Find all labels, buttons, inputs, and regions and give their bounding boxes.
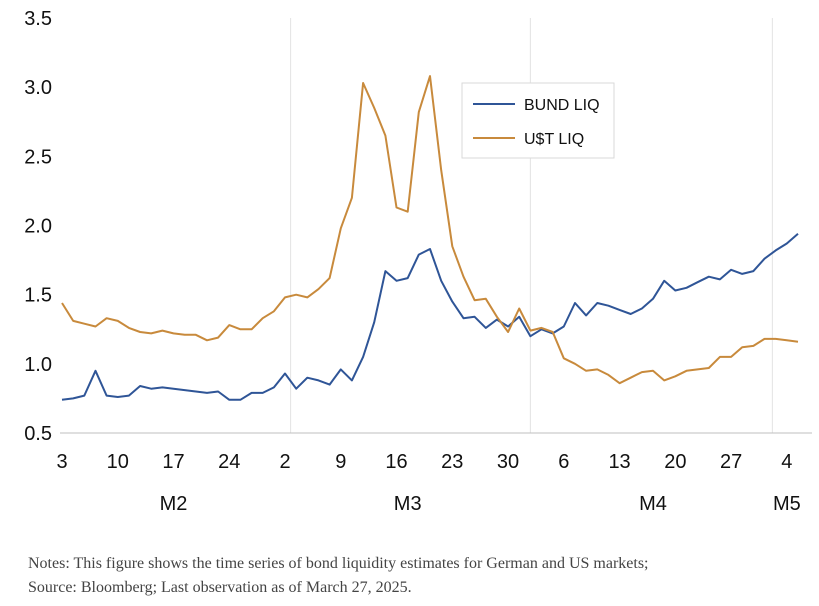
legend-label-ust: U$T LIQ (524, 131, 584, 148)
x-tick-label: 13 (608, 451, 630, 473)
line-chart: 0.5 1.0 1.5 2.0 2.5 3.0 3.5 3 10 17 24 2 9 16 23 30 6 13… (24, 8, 812, 515)
legend-label-bund: BUND LIQ (524, 97, 600, 114)
vertical-gridlines (290, 18, 773, 433)
series-lines (61, 75, 799, 401)
y-tick-label: 1.5 (24, 285, 52, 307)
month-labels: M2 M3 M4 M5 (160, 493, 801, 515)
y-tick-label: 2.5 (24, 146, 52, 168)
x-tick-label: 23 (441, 451, 463, 473)
month-label: M2 (160, 493, 188, 515)
x-tick-label: 2 (279, 451, 290, 473)
x-tick-label: 9 (335, 451, 346, 473)
y-axis-tick-labels: 0.5 1.0 1.5 2.0 2.5 3.0 3.5 (24, 8, 52, 445)
series-line-ust (61, 75, 799, 385)
legend: BUND LIQ U$T LIQ (461, 82, 615, 159)
y-tick-label: 3.5 (24, 8, 52, 30)
x-tick-label: 27 (720, 451, 742, 473)
month-label: M5 (773, 493, 801, 515)
x-tick-label: 4 (781, 451, 792, 473)
legend-box (461, 82, 615, 159)
x-tick-label: 20 (664, 451, 686, 473)
month-label: M4 (639, 493, 667, 515)
x-tick-label: 6 (558, 451, 569, 473)
y-tick-label: 2.0 (24, 216, 52, 238)
x-tick-label: 10 (107, 451, 129, 473)
y-tick-label: 3.0 (24, 77, 52, 99)
x-tick-label: 30 (497, 451, 519, 473)
month-label: M3 (394, 493, 422, 515)
x-axis-tick-labels: 3 10 17 24 2 9 16 23 30 6 13 20 27 4 (56, 451, 792, 473)
x-tick-label: 24 (218, 451, 240, 473)
x-tick-label: 17 (162, 451, 184, 473)
y-tick-label: 1.0 (24, 354, 52, 376)
x-tick-label: 16 (385, 451, 407, 473)
x-tick-label: 3 (56, 451, 67, 473)
chart-notes: Notes: This figure shows the time series… (28, 552, 818, 600)
y-tick-label: 0.5 (24, 423, 52, 445)
notes-line-2: Source: Bloomberg; Last observation as o… (28, 579, 412, 596)
series-line-bund (61, 233, 799, 401)
notes-line-1: Notes: This figure shows the time series… (28, 555, 649, 572)
